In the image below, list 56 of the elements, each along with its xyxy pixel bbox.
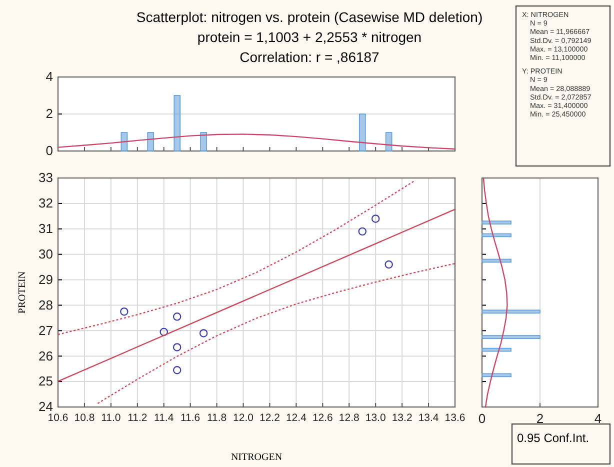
x-tick-label: 12.6 — [312, 412, 334, 424]
x-tick-label: 4 — [594, 411, 602, 426]
y-tick-label: 29 — [38, 272, 53, 287]
chart-title: Scatterplot: nitrogen vs. protein (Casewise MD deletion) — [136, 9, 483, 25]
x-tick-label: 13.2 — [392, 412, 412, 424]
y-tick-label: 32 — [38, 196, 53, 211]
y-tick-label: 31 — [38, 221, 53, 236]
bar — [200, 132, 207, 152]
point — [172, 343, 182, 352]
y-tick-label: 24 — [38, 399, 53, 414]
chart-subtitle: protein = 1,1003 + 2,2553 * nitrogen — [197, 29, 422, 45]
y-tick-label: 28 — [38, 297, 53, 312]
x-tick-label: 12.4 — [286, 412, 307, 424]
y-axis-title: PROTEIN — [17, 271, 28, 314]
x-tick-label: 12.0 — [233, 412, 254, 424]
line-series — [97, 262, 456, 404]
point — [172, 312, 182, 321]
x-tick-label: 13.6 — [444, 412, 466, 424]
point — [371, 214, 380, 223]
x-axis-title: NITROGEN — [230, 452, 282, 463]
x-tick-label: 2 — [536, 411, 544, 426]
y-tick-label: 4 — [46, 69, 53, 84]
bar — [174, 95, 180, 152]
x-tick-label: 11.8 — [206, 412, 227, 424]
point — [172, 366, 182, 374]
point — [120, 307, 128, 316]
x-tick-label: 11.6 — [180, 412, 200, 424]
x-tick-label: 12.8 — [338, 412, 360, 424]
y-tick-label: 33 — [38, 170, 53, 186]
line-series — [57, 134, 456, 150]
x-tick-label: 11.2 — [128, 412, 148, 424]
y-tick-label: 30 — [38, 246, 53, 262]
bar — [120, 132, 128, 152]
x-tick-label: 13.0 — [365, 412, 386, 424]
y-tick-label: 2 — [46, 106, 53, 122]
x-tick-label: 10.6 — [48, 412, 68, 424]
x-tick-label: 11.4 — [154, 412, 174, 424]
point — [160, 328, 168, 336]
line-series — [57, 180, 416, 336]
x-tick-label: 11.0 — [101, 412, 121, 424]
text: 0.95 Conf.Int. — [517, 431, 590, 445]
bar — [147, 132, 154, 152]
y-tick-label: 27 — [38, 322, 53, 338]
x-tick-label: 0 — [478, 411, 486, 426]
text: Correlation: r = ,86187 — [240, 49, 380, 65]
bar — [358, 114, 366, 152]
x-tick-label: 10.8 — [74, 412, 95, 424]
y-tick-label: 0 — [46, 143, 53, 158]
point — [199, 329, 208, 338]
point — [384, 260, 393, 269]
point — [358, 227, 366, 236]
x-tick-label: 12.2 — [260, 412, 280, 424]
y-tick-label: 26 — [38, 348, 53, 364]
bar — [385, 132, 392, 152]
y-tick-label: 25 — [38, 374, 53, 389]
x-tick-label: 13.4 — [418, 412, 439, 424]
